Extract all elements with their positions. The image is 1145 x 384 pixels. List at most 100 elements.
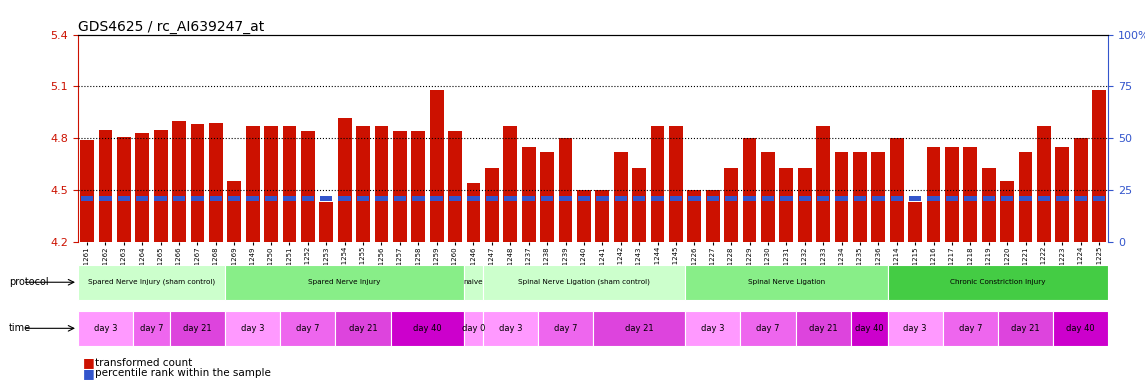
Bar: [1019, 197, 1032, 201]
Bar: [669, 126, 682, 242]
Bar: [945, 147, 958, 242]
Bar: [226, 265, 464, 300]
Bar: [761, 152, 775, 242]
Bar: [688, 197, 701, 201]
Bar: [135, 133, 149, 242]
Text: Spared Nerve Injury (sham control): Spared Nerve Injury (sham control): [88, 279, 215, 285]
Bar: [891, 197, 903, 201]
Bar: [743, 197, 756, 201]
Bar: [374, 126, 388, 242]
Bar: [887, 311, 942, 346]
Bar: [946, 197, 958, 201]
Bar: [226, 311, 281, 346]
Bar: [136, 197, 149, 201]
Bar: [246, 126, 260, 242]
Bar: [595, 190, 609, 242]
Bar: [394, 197, 406, 201]
Bar: [1053, 311, 1108, 346]
Bar: [357, 197, 370, 201]
Bar: [835, 152, 848, 242]
Text: time: time: [9, 323, 31, 333]
Bar: [467, 183, 481, 242]
Bar: [780, 168, 793, 242]
Text: naive: naive: [464, 279, 483, 285]
Bar: [964, 197, 977, 201]
Bar: [228, 197, 240, 201]
Bar: [81, 197, 93, 201]
Bar: [301, 131, 315, 242]
Bar: [926, 147, 940, 242]
Bar: [155, 197, 167, 201]
Text: day 3: day 3: [240, 324, 264, 333]
Bar: [1037, 197, 1050, 201]
Bar: [577, 190, 591, 242]
Bar: [725, 168, 739, 242]
Bar: [706, 197, 719, 201]
Bar: [210, 123, 223, 242]
Bar: [191, 197, 204, 201]
Bar: [78, 265, 226, 300]
Bar: [687, 190, 701, 242]
Bar: [798, 197, 811, 201]
Bar: [851, 311, 887, 346]
Bar: [1056, 147, 1069, 242]
Bar: [173, 197, 185, 201]
Bar: [887, 265, 1108, 300]
Bar: [485, 197, 498, 201]
Bar: [1074, 138, 1088, 242]
Bar: [685, 265, 887, 300]
Bar: [942, 311, 998, 346]
Bar: [283, 197, 295, 201]
Text: day 7: day 7: [756, 324, 780, 333]
Bar: [483, 311, 538, 346]
Bar: [761, 197, 774, 201]
Bar: [538, 311, 593, 346]
Bar: [393, 131, 406, 242]
Text: Spinal Nerve Ligation (sham control): Spinal Nerve Ligation (sham control): [518, 279, 650, 285]
Text: day 40: day 40: [413, 324, 442, 333]
Text: Spinal Nerve Ligation: Spinal Nerve Ligation: [748, 279, 824, 285]
Bar: [798, 168, 812, 242]
Bar: [172, 121, 185, 242]
Bar: [725, 197, 737, 201]
Bar: [982, 168, 996, 242]
Bar: [483, 265, 685, 300]
Bar: [100, 197, 112, 201]
Bar: [117, 137, 131, 242]
Bar: [190, 124, 204, 242]
Bar: [853, 152, 867, 242]
Text: day 21: day 21: [808, 324, 837, 333]
Bar: [246, 197, 259, 201]
Text: day 3: day 3: [94, 324, 117, 333]
Bar: [909, 197, 922, 201]
Bar: [1056, 197, 1068, 201]
Bar: [335, 311, 390, 346]
Bar: [982, 197, 995, 201]
Text: Spared Nerve Injury: Spared Nerve Injury: [308, 279, 381, 285]
Text: day 7: day 7: [297, 324, 319, 333]
Bar: [593, 311, 685, 346]
Text: ■: ■: [82, 356, 94, 369]
Bar: [283, 126, 297, 242]
Bar: [963, 147, 977, 242]
Bar: [854, 197, 866, 201]
Bar: [504, 197, 516, 201]
Bar: [169, 311, 226, 346]
Bar: [228, 182, 242, 242]
Text: day 7: day 7: [140, 324, 164, 333]
Text: day 21: day 21: [183, 324, 212, 333]
Bar: [908, 202, 922, 242]
Bar: [504, 126, 518, 242]
Bar: [153, 130, 167, 242]
Bar: [1037, 126, 1051, 242]
Bar: [449, 197, 461, 201]
Bar: [321, 197, 332, 201]
Bar: [448, 131, 461, 242]
Bar: [559, 197, 571, 201]
Text: day 7: day 7: [958, 324, 982, 333]
Bar: [578, 197, 590, 201]
Bar: [872, 197, 885, 201]
Bar: [650, 126, 664, 242]
Bar: [1074, 197, 1087, 201]
Bar: [871, 152, 885, 242]
